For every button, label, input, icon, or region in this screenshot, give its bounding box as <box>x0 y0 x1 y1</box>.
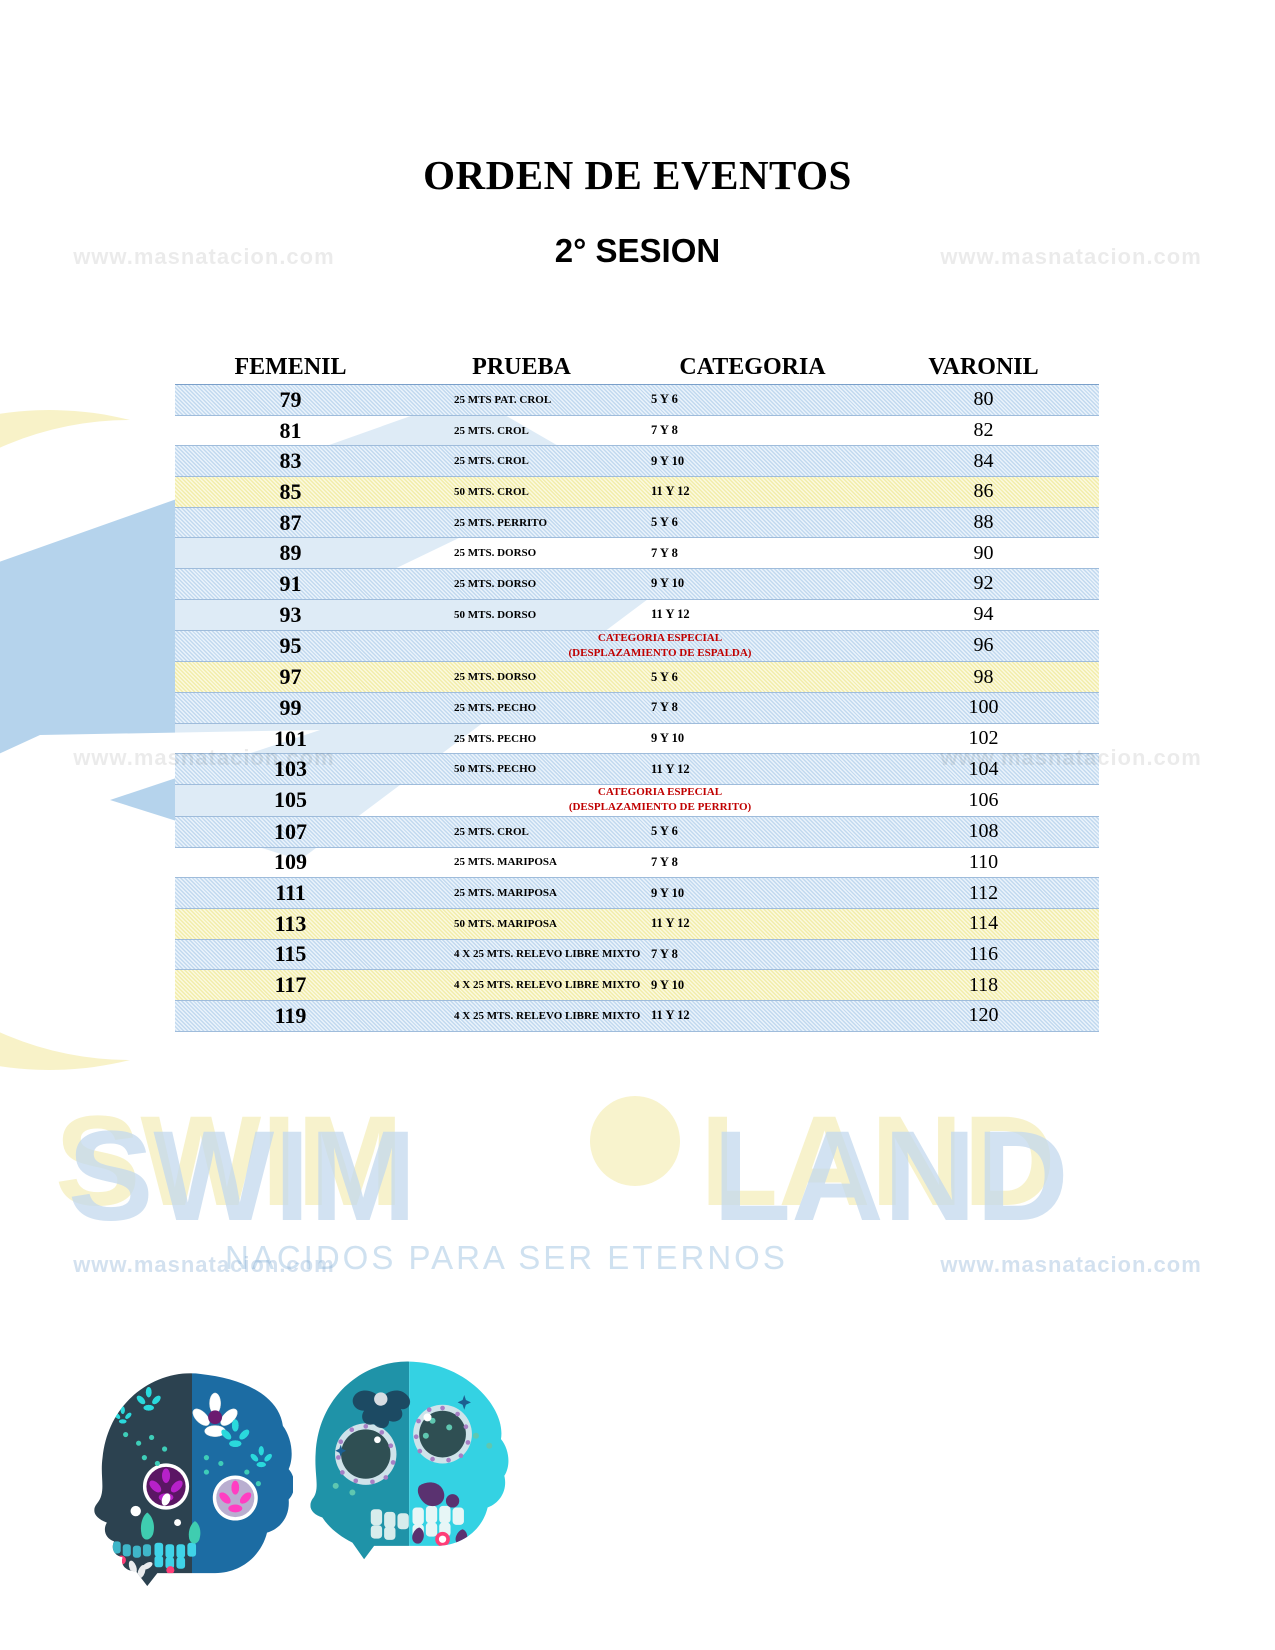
svg-text:SWIM: SWIM <box>68 1105 416 1248</box>
svg-text:LAND: LAND <box>713 1105 1069 1248</box>
